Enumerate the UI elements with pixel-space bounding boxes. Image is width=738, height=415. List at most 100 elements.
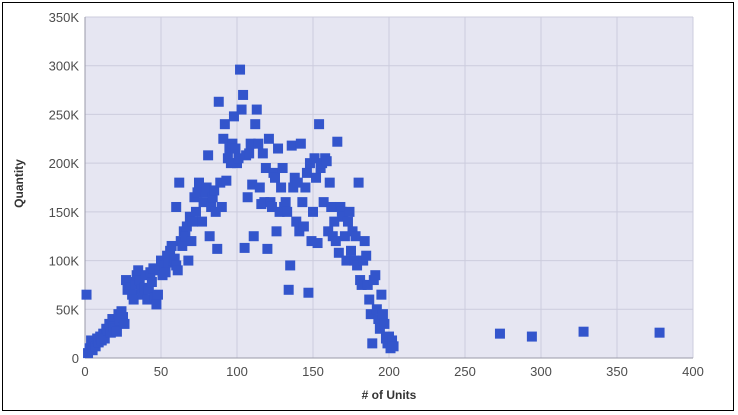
data-point bbox=[297, 197, 308, 208]
data-point bbox=[238, 89, 249, 100]
data-point bbox=[353, 177, 364, 188]
data-point bbox=[247, 179, 258, 190]
data-point bbox=[250, 119, 261, 130]
data-point bbox=[242, 192, 253, 203]
data-point bbox=[118, 312, 128, 323]
y-tick-label: 350K bbox=[49, 10, 80, 25]
data-point bbox=[388, 341, 399, 352]
data-point bbox=[201, 182, 212, 193]
data-point bbox=[578, 326, 589, 337]
y-tick-label: 300K bbox=[49, 59, 80, 74]
data-point bbox=[251, 104, 262, 115]
data-point bbox=[169, 253, 180, 264]
data-point bbox=[219, 119, 230, 130]
data-point bbox=[111, 326, 122, 337]
data-point bbox=[387, 335, 398, 346]
data-point bbox=[283, 284, 294, 295]
data-point bbox=[230, 143, 241, 154]
data-point bbox=[197, 216, 208, 227]
data-point bbox=[257, 148, 268, 159]
data-point bbox=[142, 294, 153, 305]
data-point bbox=[361, 250, 372, 261]
data-point bbox=[160, 267, 171, 278]
data-point bbox=[215, 177, 226, 188]
data-point bbox=[81, 289, 92, 300]
data-point bbox=[333, 247, 344, 258]
data-point bbox=[339, 231, 350, 242]
data-point bbox=[359, 236, 370, 247]
data-point bbox=[276, 182, 287, 193]
data-point bbox=[332, 136, 343, 147]
data-point bbox=[367, 338, 378, 349]
data-point bbox=[364, 294, 375, 305]
data-point bbox=[253, 138, 264, 149]
y-axis-title: Quantity bbox=[12, 159, 26, 208]
data-point bbox=[377, 309, 388, 320]
data-point bbox=[308, 206, 318, 217]
y-tick-label: 100K bbox=[49, 254, 80, 269]
data-point bbox=[225, 158, 236, 169]
data-point bbox=[350, 231, 361, 242]
data-point bbox=[221, 175, 232, 186]
data-point bbox=[174, 177, 185, 188]
data-point bbox=[172, 265, 183, 276]
data-point bbox=[285, 260, 296, 271]
data-point bbox=[326, 201, 337, 212]
data-point bbox=[204, 231, 215, 242]
data-point bbox=[260, 163, 271, 174]
scatter-chart: 0 50 100 150 200 250 300 350 400 0 50K 100K 150K 200K… bbox=[12, 10, 704, 402]
data-point bbox=[324, 177, 335, 188]
y-tick-label: 50K bbox=[56, 302, 79, 317]
data-point bbox=[273, 143, 284, 154]
data-point bbox=[280, 197, 291, 208]
y-tick-label: 200K bbox=[49, 156, 80, 171]
x-tick-label: 300 bbox=[530, 364, 552, 379]
x-tick-label: 350 bbox=[606, 364, 628, 379]
data-point bbox=[494, 328, 505, 339]
data-point bbox=[259, 197, 270, 208]
data-point bbox=[183, 255, 194, 266]
data-point bbox=[277, 163, 288, 174]
data-point bbox=[342, 216, 353, 227]
x-tick-label: 400 bbox=[682, 364, 704, 379]
data-point bbox=[370, 270, 381, 281]
data-point bbox=[263, 133, 274, 144]
data-point bbox=[207, 192, 218, 203]
data-point bbox=[356, 279, 367, 290]
data-point bbox=[314, 119, 325, 130]
data-point bbox=[526, 331, 537, 342]
data-point bbox=[270, 172, 280, 183]
x-tick-label: 200 bbox=[378, 364, 400, 379]
y-tick-label: 250K bbox=[49, 107, 80, 122]
data-point bbox=[146, 277, 157, 288]
data-points bbox=[81, 64, 665, 359]
data-point bbox=[166, 240, 177, 251]
data-point bbox=[133, 265, 144, 276]
data-point bbox=[244, 148, 255, 159]
data-point bbox=[213, 96, 224, 107]
data-point bbox=[236, 104, 247, 115]
data-point bbox=[177, 240, 188, 251]
data-point bbox=[198, 197, 209, 208]
data-point bbox=[301, 167, 312, 178]
data-point bbox=[119, 318, 130, 329]
data-point bbox=[143, 284, 154, 295]
axes bbox=[84, 17, 693, 359]
data-point bbox=[186, 236, 197, 247]
data-point bbox=[210, 206, 221, 217]
data-point bbox=[303, 287, 314, 298]
x-tick-label: 250 bbox=[454, 364, 476, 379]
y-tick-label: 0 bbox=[72, 351, 79, 366]
data-point bbox=[346, 245, 356, 256]
data-point bbox=[365, 309, 376, 320]
data-point bbox=[254, 182, 265, 193]
data-point bbox=[344, 206, 355, 217]
data-point bbox=[286, 140, 297, 151]
data-point bbox=[271, 226, 282, 237]
data-point bbox=[181, 221, 192, 232]
data-point bbox=[107, 314, 118, 325]
data-point bbox=[266, 201, 277, 212]
data-point bbox=[190, 206, 201, 217]
data-point bbox=[341, 255, 352, 266]
x-tick-label: 0 bbox=[81, 364, 88, 379]
